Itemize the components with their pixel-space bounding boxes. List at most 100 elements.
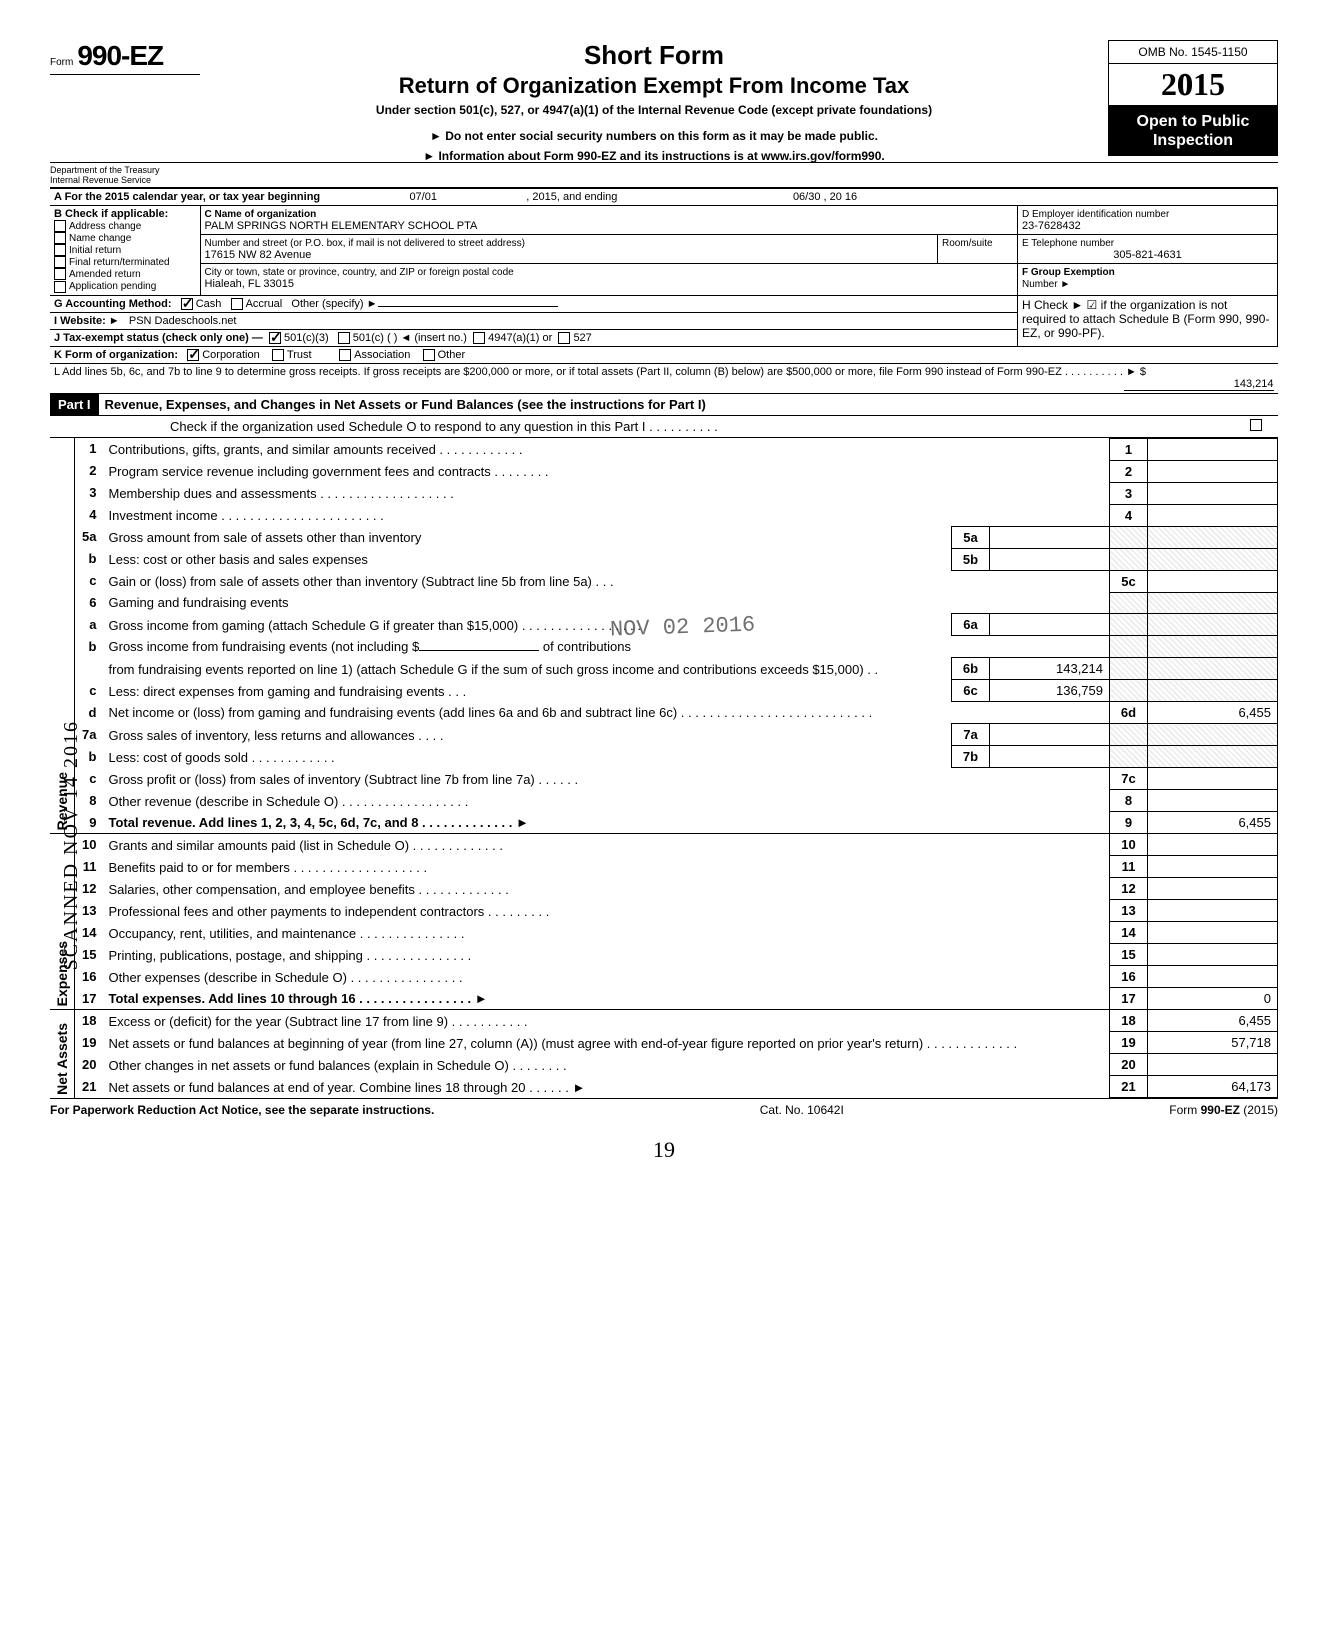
check-trust[interactable]: [272, 349, 284, 361]
line-7a-mbox: 7a: [952, 724, 990, 746]
check-schedule-o[interactable]: [1250, 419, 1262, 431]
k-corporation: Corporation: [202, 349, 259, 361]
open-public-1: Open to Public: [1137, 113, 1250, 130]
line-6c-mbox: 6c: [952, 680, 990, 702]
org-name: PALM SPRINGS NORTH ELEMENTARY SCHOOL PTA: [205, 220, 478, 232]
h-label: H Check ► ☑ if the organization is not r…: [1022, 298, 1269, 340]
line-6c-text: Less: direct expenses from gaming and fu…: [105, 680, 952, 702]
room-label: Room/suite: [942, 238, 993, 249]
line-6a-mbox: 6a: [952, 614, 990, 636]
line-11-text: Benefits paid to or for members . . . . …: [105, 856, 1110, 878]
line-6a-mval: [990, 614, 1110, 636]
check-application-pending[interactable]: [54, 281, 66, 293]
dept-1: Department of the Treasury: [50, 165, 160, 175]
line-5b-text: Less: cost or other basis and sales expe…: [105, 548, 952, 570]
note-1: ► Do not enter social security numbers o…: [200, 129, 1108, 143]
check-final-return[interactable]: [54, 256, 66, 268]
line-15-val: [1148, 944, 1278, 966]
line-6c-num: c: [75, 680, 105, 702]
check-accrual[interactable]: [231, 298, 243, 310]
check-501c[interactable]: [338, 332, 350, 344]
city: Hialeah, FL 33015: [205, 278, 295, 290]
i-label: I Website: ►: [54, 315, 120, 327]
check-4947[interactable]: [473, 332, 485, 344]
line-6b-num: b: [75, 636, 105, 658]
j-label: J Tax-exempt status (check only one) —: [54, 332, 263, 344]
phone: 305-821-4631: [1022, 249, 1273, 261]
g-label: G Accounting Method:: [54, 298, 172, 310]
check-other[interactable]: [423, 349, 435, 361]
line-7a-text: Gross sales of inventory, less returns a…: [105, 724, 952, 746]
line-21-text: Net assets or fund balances at end of ye…: [105, 1076, 1110, 1098]
line-15-box: 15: [1110, 944, 1148, 966]
g-other: Other (specify) ►: [291, 298, 377, 310]
a-mid: , 2015, and ending: [526, 191, 617, 203]
line-3-num: 3: [75, 482, 105, 504]
line-3-box: 3: [1110, 482, 1148, 504]
ein: 23-7628432: [1022, 220, 1081, 232]
line-21-box: 21: [1110, 1076, 1148, 1098]
line-16-val: [1148, 966, 1278, 988]
subtitle: Under section 501(c), 527, or 4947(a)(1)…: [200, 103, 1108, 117]
title-line-2: Return of Organization Exempt From Incom…: [200, 73, 1108, 99]
line-6b-shade: [1110, 636, 1148, 658]
line-9-text: Total revenue. Add lines 1, 2, 3, 4, 5c,…: [105, 812, 1110, 834]
line-21-val: 64,173: [1148, 1076, 1278, 1098]
line-10-box: 10: [1110, 834, 1148, 856]
check-address-change[interactable]: [54, 220, 66, 232]
street: 17615 NW 82 Avenue: [205, 249, 312, 261]
line-3-val: [1148, 482, 1278, 504]
check-name-change[interactable]: [54, 232, 66, 244]
line-5b-mval: [990, 548, 1110, 570]
line-13-text: Professional fees and other payments to …: [105, 900, 1110, 922]
line-6a-num: a: [75, 614, 105, 636]
side-stamp: SCANNED NOV 14 2016: [60, 720, 83, 970]
line-20-val: [1148, 1054, 1278, 1076]
line-12-val: [1148, 878, 1278, 900]
title-row: Form 990-EZ Short Form Return of Organiz…: [50, 40, 1278, 163]
k-other: Other: [438, 349, 466, 361]
line-2-box: 2: [1110, 460, 1148, 482]
part1-check-text: Check if the organization used Schedule …: [170, 419, 718, 434]
line-18-box: 18: [1110, 1010, 1148, 1032]
check-corporation[interactable]: [187, 349, 199, 361]
line-13-box: 13: [1110, 900, 1148, 922]
check-amended-return[interactable]: [54, 268, 66, 280]
check-cash[interactable]: [181, 298, 193, 310]
line-1-text: Contributions, gifts, grants, and simila…: [105, 438, 1110, 460]
line-6d-val: 6,455: [1148, 702, 1278, 724]
part1-check-row: Check if the organization used Schedule …: [50, 416, 1278, 438]
line-5a-num: 5a: [75, 526, 105, 548]
line-6-shade2: [1148, 592, 1278, 614]
check-527[interactable]: [558, 332, 570, 344]
opt-amended-return: Amended return: [69, 269, 141, 280]
line-7b-shade: [1110, 746, 1148, 768]
note-2: ► Information about Form 990-EZ and its …: [200, 149, 1108, 163]
opt-initial-return: Initial return: [69, 245, 121, 256]
line-5c-box: 5c: [1110, 570, 1148, 592]
line-6b-num2: [75, 658, 105, 680]
line-7a-shade2: [1148, 724, 1278, 746]
received-stamp: NOV 02 2016: [610, 612, 756, 642]
check-501c3[interactable]: [269, 332, 281, 344]
section-expenses: Expenses: [54, 941, 70, 1006]
line-6a-text: Gross income from gaming (attach Schedul…: [105, 614, 952, 636]
check-association[interactable]: [339, 349, 351, 361]
line-7b-shade2: [1148, 746, 1278, 768]
line-19-num: 19: [75, 1032, 105, 1054]
line-5a-text: Gross amount from sale of assets other t…: [105, 526, 952, 548]
c-label: C Name of organization: [205, 209, 317, 220]
line-4-text: Investment income . . . . . . . . . . . …: [105, 504, 1110, 526]
a-end-year: , 20 16: [824, 191, 858, 203]
section-netassets: Net Assets: [54, 1023, 70, 1095]
k-trust: Trust: [287, 349, 312, 361]
line-5b-mbox: 5b: [952, 548, 990, 570]
line-7b-text: Less: cost of goods sold . . . . . . . .…: [105, 746, 952, 768]
line-7c-text: Gross profit or (loss) from sales of inv…: [105, 768, 1110, 790]
footer-right: Form 990-EZ (2015): [1169, 1103, 1278, 1117]
l-val: 143,214: [1124, 378, 1274, 391]
page-number: 19: [50, 1137, 1278, 1163]
check-initial-return[interactable]: [54, 244, 66, 256]
opt-application-pending: Application pending: [69, 281, 156, 292]
title-block: Short Form Return of Organization Exempt…: [200, 40, 1108, 163]
